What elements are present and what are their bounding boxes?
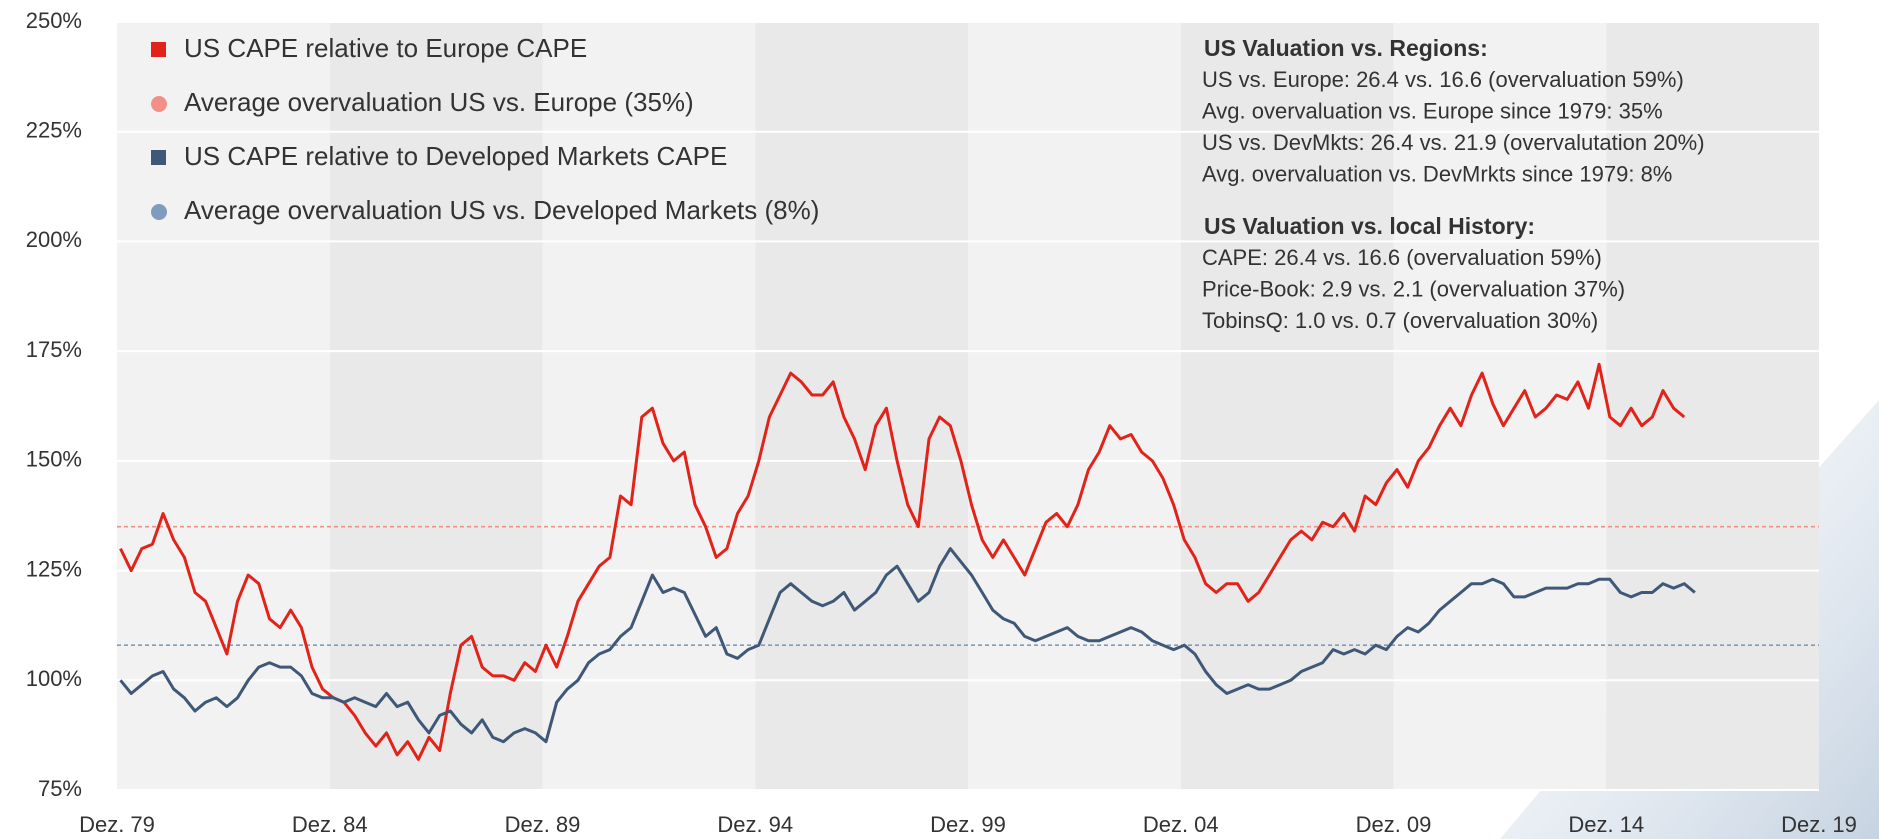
legend-marker — [151, 204, 167, 220]
annotation-line: TobinsQ: 1.0 vs. 0.7 (overvaluation 30%) — [1202, 308, 1598, 333]
y-tick-label: 150% — [26, 447, 82, 472]
plot-background — [117, 22, 1819, 790]
labels: 75% 100% 125% 150% 175% 200% 225% 250% Dez. 79 De… — [26, 8, 1857, 837]
x-tick-label: Dez. 19 — [1781, 812, 1857, 837]
band — [1180, 22, 1394, 790]
x-tick-label: Dez. 09 — [1356, 812, 1432, 837]
y-tick-label: 125% — [26, 556, 82, 581]
annotation-line: CAPE: 26.4 vs. 16.6 (overvaluation 59%) — [1202, 245, 1602, 270]
x-tick-label: Dez. 04 — [1143, 812, 1219, 837]
annotation-line: Avg. overvaluation vs. DevMrkts since 19… — [1202, 161, 1672, 186]
series-line — [119, 547, 1696, 744]
legend-label: Average overvaluation US vs. Developed M… — [184, 195, 819, 225]
y-tick-label: 100% — [26, 666, 82, 691]
series-line — [119, 362, 1686, 761]
y-tick-label: 250% — [26, 8, 82, 33]
annotation-line: US vs. Europe: 26.4 vs. 16.6 (overvaluat… — [1202, 67, 1684, 92]
y-tick-label: 75% — [38, 776, 82, 801]
annotation-line: Price-Book: 2.9 vs. 2.1 (overvaluation 3… — [1202, 276, 1625, 301]
annotation-line: US vs. DevMkts: 26.4 vs. 21.9 (overvalut… — [1202, 130, 1705, 155]
x-tick-label: Dez. 99 — [930, 812, 1006, 837]
y-tick-label: 200% — [26, 227, 82, 252]
x-tick-label: Dez. 84 — [292, 812, 368, 837]
x-tick-label: Dez. 79 — [79, 812, 155, 837]
x-tick-label: Dez. 94 — [717, 812, 793, 837]
legend-label: US CAPE relative to Europe CAPE — [184, 33, 587, 63]
legend-label: US CAPE relative to Developed Markets CA… — [184, 141, 727, 171]
band — [755, 22, 968, 790]
x-tick-label: Dez. 89 — [505, 812, 581, 837]
x-tick-label: Dez. 14 — [1568, 812, 1644, 837]
legend-label: Average overvaluation US vs. Europe (35%… — [184, 87, 694, 117]
grid — [117, 21, 1819, 791]
y-tick-label: 175% — [26, 337, 82, 362]
legend-marker — [151, 150, 166, 165]
legend-marker — [151, 42, 166, 57]
annotation-title: US Valuation vs. Regions: — [1204, 35, 1488, 61]
annotation-line: Avg. overvaluation vs. Europe since 1979… — [1202, 98, 1663, 123]
annotation-title: US Valuation vs. local History: — [1204, 213, 1535, 239]
legend-marker — [151, 96, 167, 112]
band — [329, 22, 543, 790]
band — [1393, 22, 1607, 790]
band — [968, 22, 1181, 790]
band — [1606, 22, 1819, 790]
y-tick-label: 225% — [26, 118, 82, 143]
series — [117, 362, 1819, 761]
band — [542, 22, 756, 790]
